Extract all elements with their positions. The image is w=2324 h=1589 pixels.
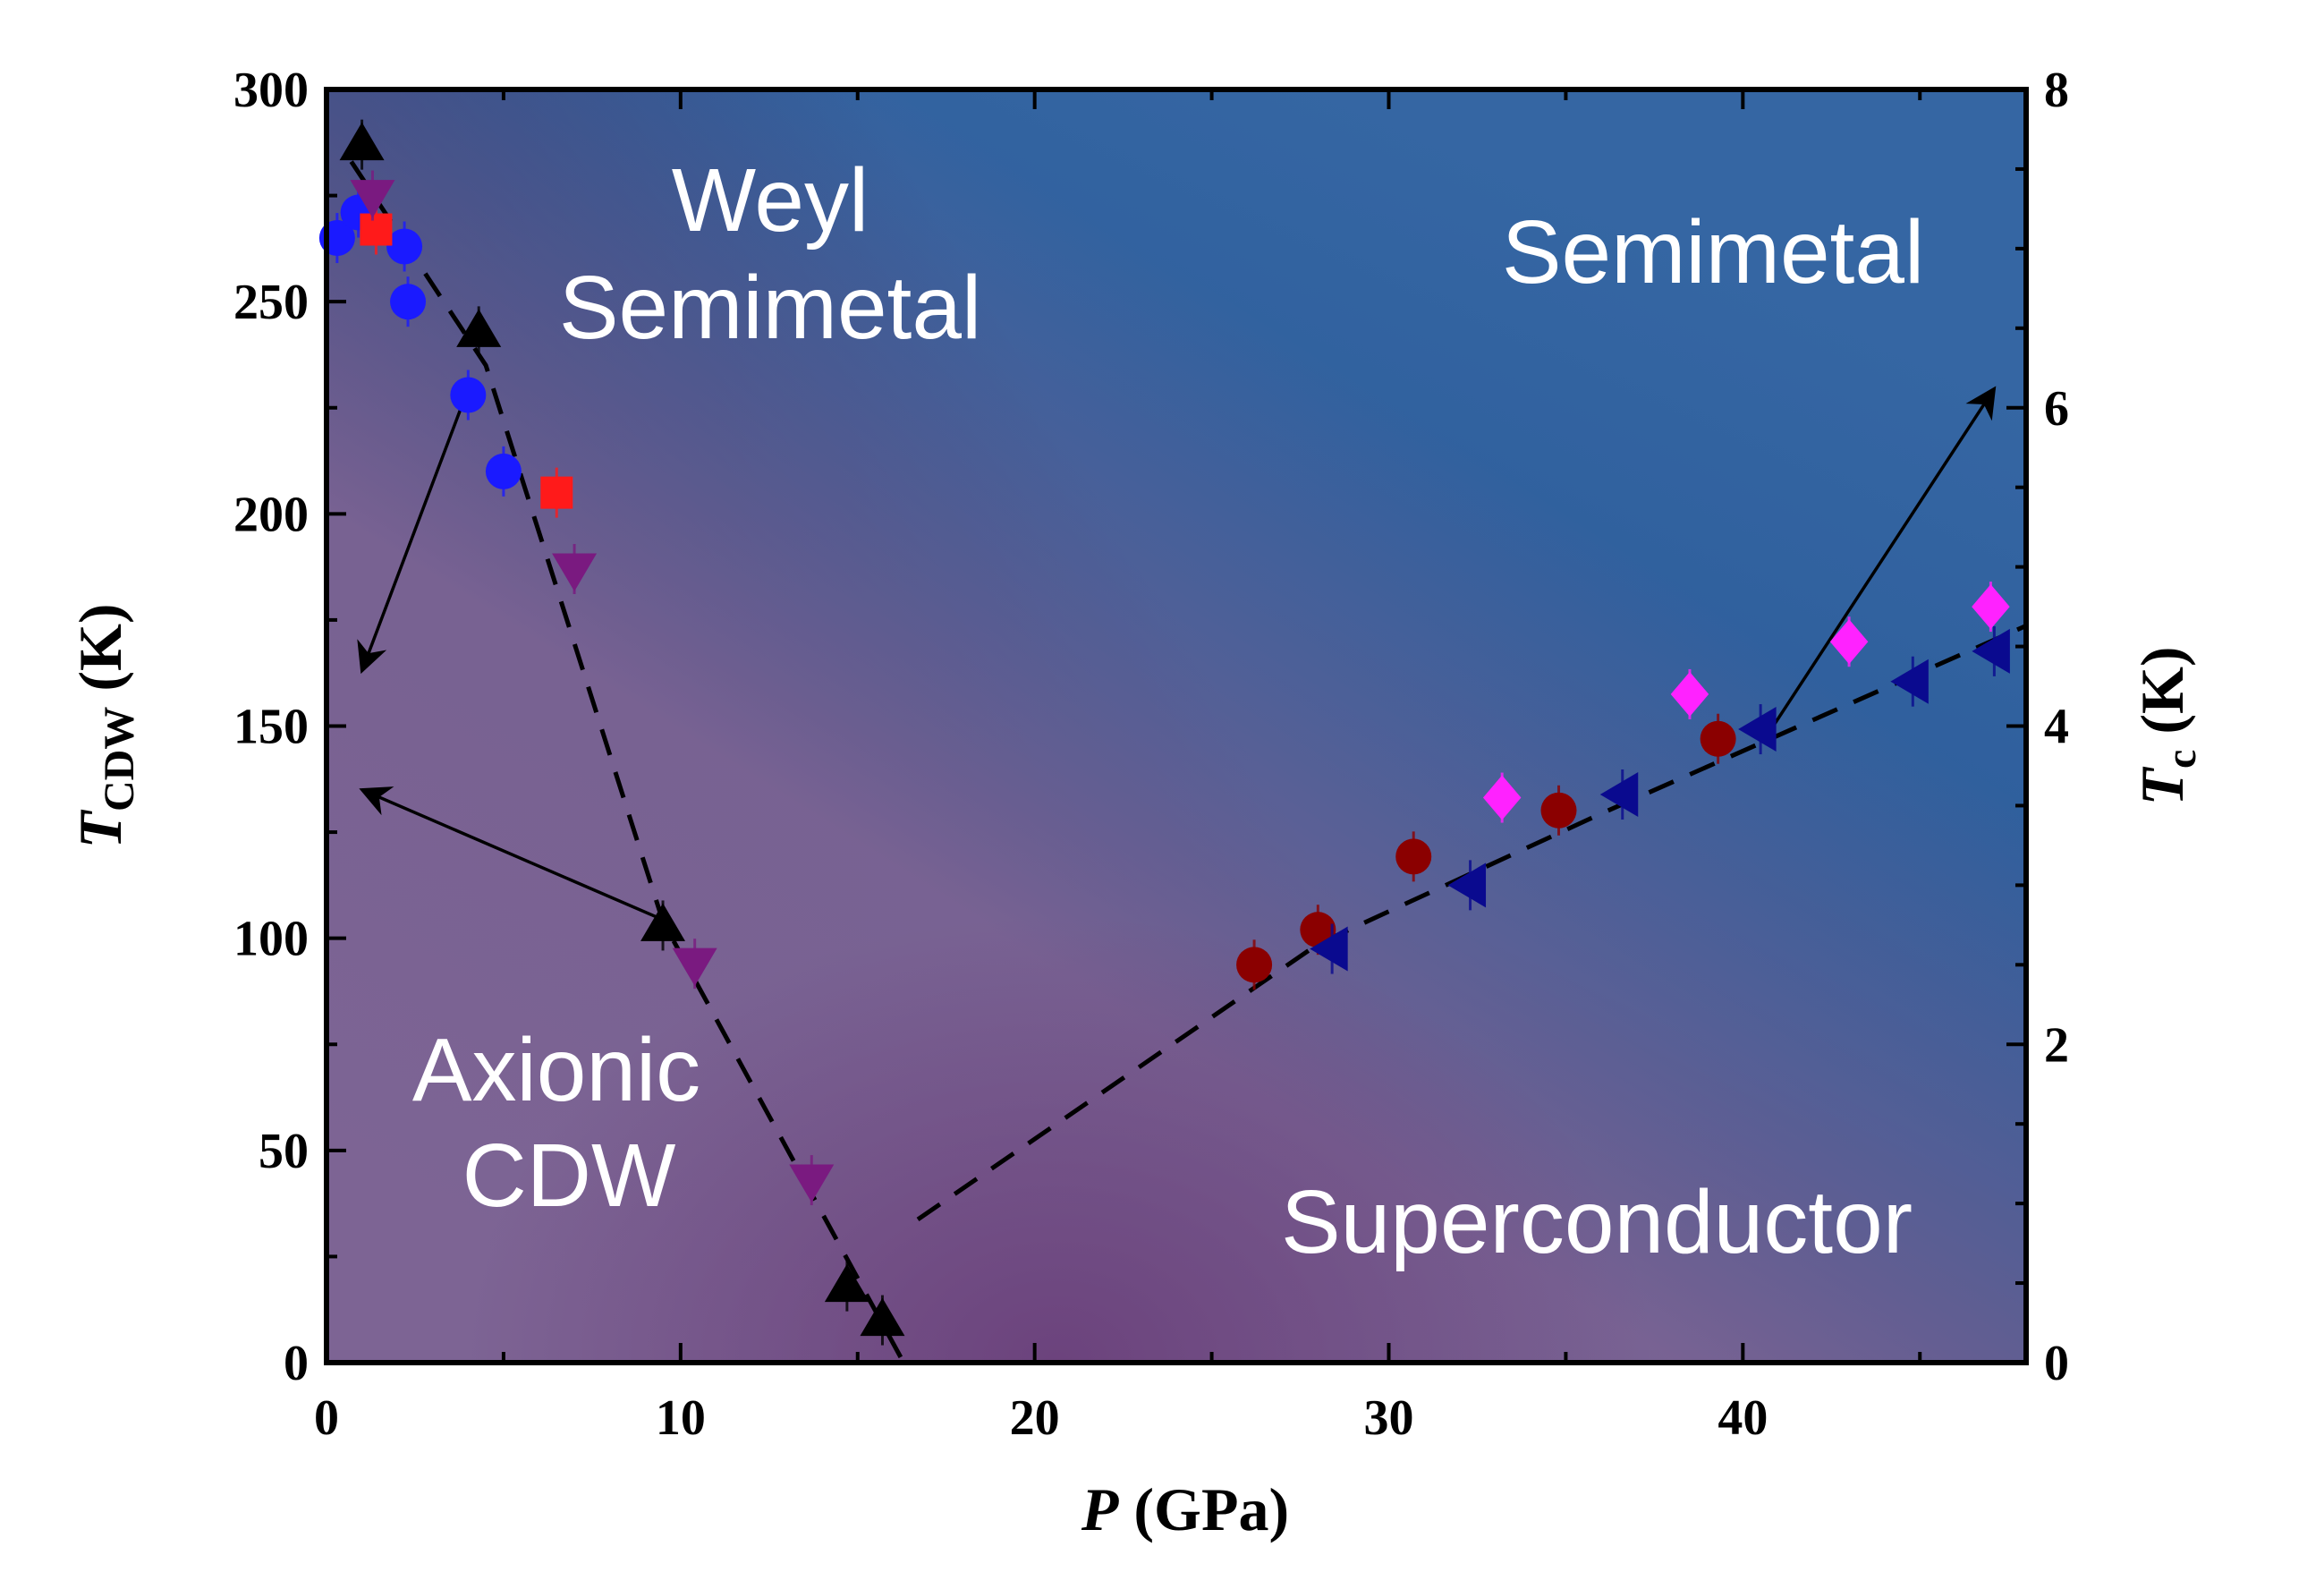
data-point-left-circle-3 <box>390 284 427 320</box>
y-axis-right-title: Tc (K) <box>2128 646 2205 805</box>
x-tick-label: 10 <box>656 1390 706 1446</box>
data-point-left-triangle-down-1 <box>552 553 598 591</box>
data-point-left-square-0 <box>360 213 393 246</box>
x-tick-label: 20 <box>1010 1390 1060 1446</box>
data-point-left-triangle-up-3 <box>824 1263 869 1303</box>
x-axis-title: P (GPa) <box>1081 1475 1289 1543</box>
data-point-right-triangle-left-4 <box>1890 659 1929 704</box>
data-point-right-triangle-left-2 <box>1599 771 1639 817</box>
data-point-left-triangle-down-0 <box>350 180 395 218</box>
y-left-tick-label: 50 <box>259 1124 309 1179</box>
region-label-axionic: Axionic <box>412 1020 700 1120</box>
data-point-right-circle-4 <box>1700 720 1736 757</box>
y-left-tick-label: 200 <box>233 487 309 542</box>
axes: 0 10 20 30 40 0 50 100 150 200 250 300 0 2 4 6 8 <box>233 63 2069 1446</box>
data-point-right-triangle-left-3 <box>1738 707 1777 752</box>
y-left-tick-label: 0 <box>284 1336 309 1391</box>
data-point-right-diamond-0 <box>1482 775 1522 820</box>
data-point-left-triangle-up-1 <box>456 309 502 347</box>
data-point-right-triangle-left-1 <box>1447 862 1487 908</box>
data-point-left-triangle-up-4 <box>860 1297 905 1337</box>
data-point-right-circle-3 <box>1540 792 1577 828</box>
data-point-left-triangle-up-0 <box>339 122 385 161</box>
arrow-0 <box>357 407 463 675</box>
data-point-right-circle-0 <box>1236 947 1273 983</box>
y-left-tick-label: 150 <box>233 700 309 755</box>
y-right-tick-label: 4 <box>2044 700 2069 755</box>
data-point-right-diamond-3 <box>1972 584 2010 630</box>
data-point-left-circle-2 <box>386 228 423 265</box>
y-right-tick-label: 8 <box>2044 63 2069 118</box>
arrow-1 <box>359 786 667 923</box>
bg-minimum-glow <box>327 89 2026 1363</box>
data-point-right-circle-1 <box>1300 912 1336 948</box>
y-right-tick-label: 6 <box>2044 381 2069 437</box>
x-tick-label: 30 <box>1364 1390 1414 1446</box>
data-markers <box>318 119 2010 1346</box>
y-right-tick-label: 2 <box>2044 1017 2069 1073</box>
data-point-right-diamond-1 <box>1670 671 1709 717</box>
arrow-2 <box>1769 386 1997 731</box>
region-label-axionic-line2: CDW <box>462 1126 676 1226</box>
y-axis-left-title: TCDW (K) <box>66 603 143 848</box>
data-point-left-triangle-down-2 <box>672 947 717 987</box>
y-left-tick-label: 100 <box>233 912 309 967</box>
plot-background <box>327 89 2026 1363</box>
y-left-tick-label: 250 <box>233 275 309 330</box>
region-labels: Weyl Semimetal Semimetal Axionic CDW Sup… <box>412 150 1924 1272</box>
y-left-tick-label: 300 <box>233 63 309 118</box>
y-right-tick-label: 0 <box>2044 1336 2069 1391</box>
data-point-right-circle-2 <box>1395 838 1432 875</box>
data-point-right-triangle-left-0 <box>1310 926 1348 972</box>
data-point-left-circle-4 <box>450 377 487 413</box>
x-tick-label: 0 <box>314 1390 339 1446</box>
region-label-semimetal: Semimetal <box>1502 202 1924 302</box>
data-point-left-square-1 <box>540 476 573 509</box>
x-tick-label: 40 <box>1718 1390 1768 1446</box>
region-label-superconductor: Superconductor <box>1281 1172 1913 1272</box>
data-point-left-circle-5 <box>485 453 522 489</box>
guide-line-0 <box>349 160 906 1363</box>
data-point-right-triangle-left-5 <box>1972 628 2010 674</box>
data-point-left-triangle-down-3 <box>789 1164 835 1203</box>
data-point-right-diamond-2 <box>1829 619 1869 665</box>
region-label-weyl: Weyl <box>672 150 869 251</box>
arrows <box>357 386 1997 923</box>
region-label-weyl-line2: Semimetal <box>559 258 981 358</box>
data-point-left-triangle-up-2 <box>640 903 686 941</box>
